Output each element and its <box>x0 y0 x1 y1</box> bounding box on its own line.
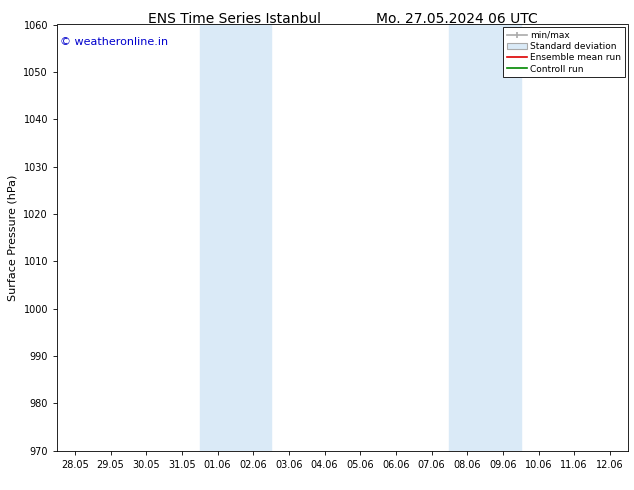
Text: © weatheronline.in: © weatheronline.in <box>60 37 168 48</box>
Text: Mo. 27.05.2024 06 UTC: Mo. 27.05.2024 06 UTC <box>375 12 538 26</box>
Legend: min/max, Standard deviation, Ensemble mean run, Controll run: min/max, Standard deviation, Ensemble me… <box>503 27 625 77</box>
Y-axis label: Surface Pressure (hPa): Surface Pressure (hPa) <box>8 174 18 301</box>
Bar <box>450 24 521 451</box>
Bar <box>200 24 271 451</box>
Text: ENS Time Series Istanbul: ENS Time Series Istanbul <box>148 12 321 26</box>
